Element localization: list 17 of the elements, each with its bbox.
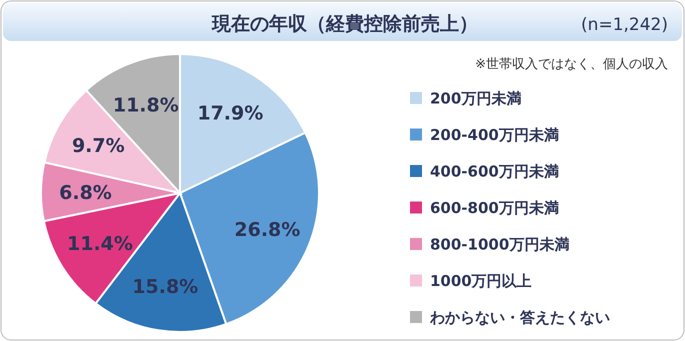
data-label: 9.7%: [72, 135, 125, 158]
legend-label: 800-1000万円未満: [430, 235, 570, 254]
legend-label: 400-600万円未満: [430, 162, 559, 180]
chart-subtitle: (n=1,242): [581, 15, 668, 35]
legend-label: 1000万円以上: [430, 272, 532, 290]
legend-label: 600-800万円未満: [430, 198, 559, 217]
legend-label: 200万円未満: [430, 89, 522, 108]
data-label: 26.8%: [234, 218, 300, 241]
data-label: 17.9%: [197, 102, 264, 125]
data-label: 11.8%: [112, 94, 179, 117]
data-label: 11.4%: [67, 232, 133, 255]
text: ※世帯収入ではなく、個人の収入: [475, 57, 668, 72]
legend-label: わからない・答えたくない: [429, 308, 610, 326]
chart-title: 現在の年収（経費控除前売上）: [211, 13, 478, 35]
legend-label: 200-400万円未満: [430, 126, 559, 144]
data-label: 6.8%: [59, 182, 112, 204]
data-label: 15.8%: [132, 276, 198, 298]
